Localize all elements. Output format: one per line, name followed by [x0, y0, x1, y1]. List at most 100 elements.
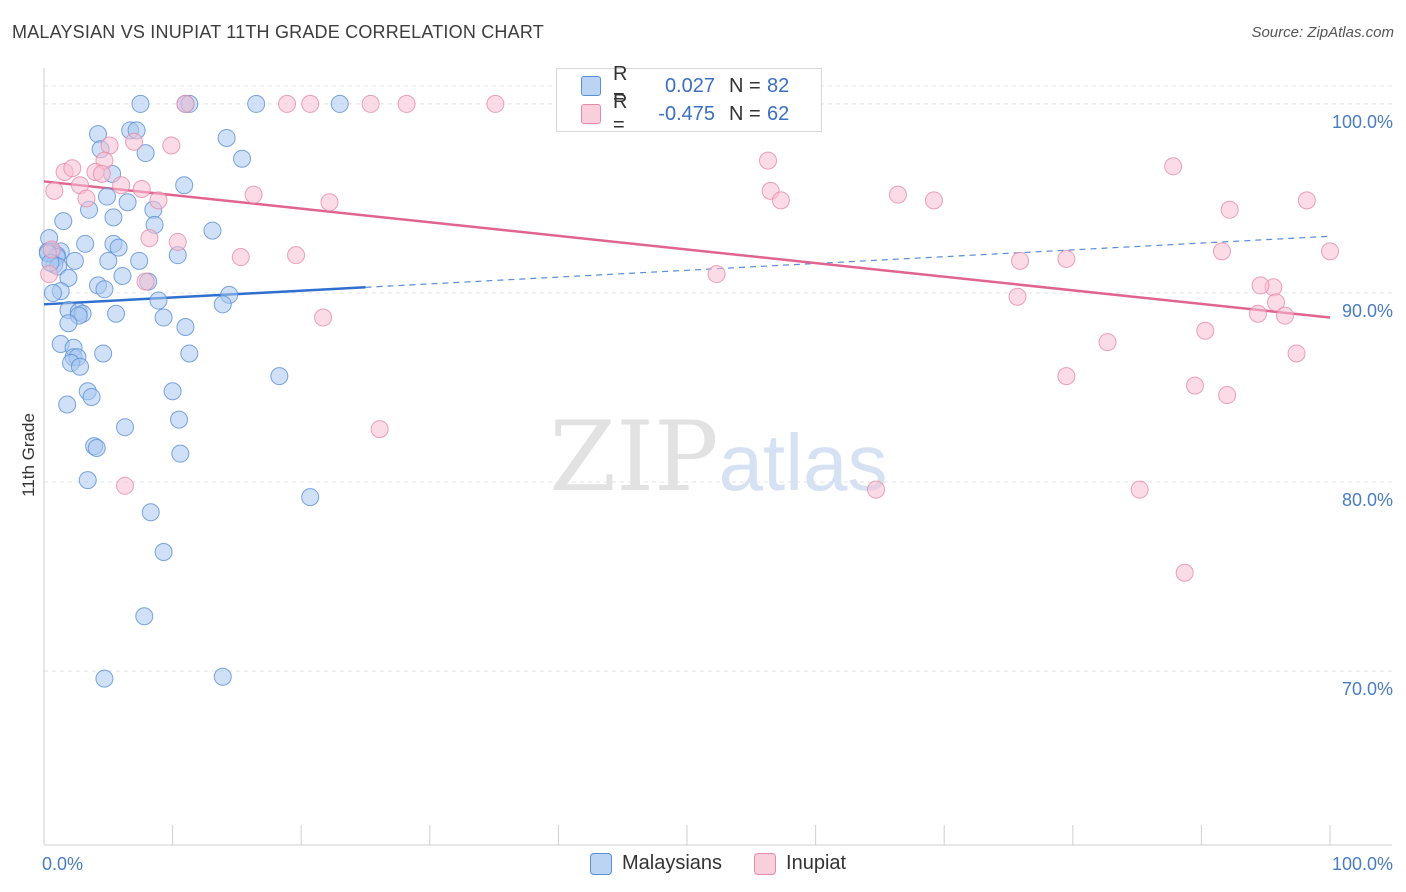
malaysian-point	[95, 669, 114, 688]
r-value: 0.027	[664, 74, 715, 97]
legend-row-malaysians: R = 0.027 N = 82	[581, 63, 789, 108]
inupiat-point	[1175, 563, 1194, 582]
malaysian-point	[180, 344, 199, 363]
malaysian-point	[149, 291, 168, 310]
inupiat-point	[162, 136, 181, 155]
r-value: -0.475	[658, 102, 715, 125]
y-axis-label: 11th Grade	[19, 413, 38, 497]
y-tick-label: 80.0%	[1342, 490, 1393, 510]
inupiat-legend-swatch	[754, 852, 777, 875]
malaysian-point	[58, 395, 77, 414]
malaysian-point	[78, 471, 97, 490]
n-value: 62	[767, 102, 790, 125]
malaysian-point	[171, 444, 190, 463]
inupiat-point	[132, 179, 151, 198]
malaysian-point	[59, 314, 78, 333]
inupiat-point	[116, 476, 135, 495]
malaysian-point	[135, 607, 154, 626]
inupiat-point	[231, 248, 250, 267]
inupiat-swatch	[581, 104, 601, 124]
inupiat-point	[361, 94, 380, 113]
legend-label-inupiat: Inupiat	[786, 852, 847, 874]
inupiat-point	[1185, 376, 1204, 395]
legend-item-malaysians: Malaysians	[590, 852, 722, 875]
malaysian-point	[136, 144, 155, 163]
watermark: ZIP atlas	[549, 401, 887, 513]
inupiat-point	[314, 308, 333, 327]
inupiat-point	[924, 191, 943, 210]
malaysian-point	[87, 438, 106, 457]
malaysian-point	[176, 318, 195, 336]
legend-row-inupiat: R = -0.475 N = 62	[581, 91, 790, 136]
inupiat-point	[1266, 293, 1285, 312]
inupiat-point	[1220, 200, 1239, 219]
malaysian-point	[116, 418, 135, 437]
inupiat-point	[176, 94, 195, 113]
malaysian-point	[82, 387, 101, 406]
y-tick-label: 90.0%	[1342, 301, 1393, 321]
malaysian-point	[118, 193, 137, 212]
malaysian-point	[217, 128, 236, 147]
malaysian-point	[76, 234, 95, 253]
malaysian-point	[130, 251, 149, 270]
malaysian-point	[301, 488, 320, 507]
inupiat-point	[397, 94, 416, 113]
malaysian-point	[163, 382, 182, 401]
malaysian-point	[98, 187, 117, 206]
malaysian-point	[213, 295, 232, 314]
malaysian-point	[113, 266, 132, 285]
inupiat-point	[301, 94, 320, 113]
inupiat-point	[1321, 242, 1339, 261]
malaysian-point	[270, 367, 289, 386]
axes	[43, 68, 1392, 846]
inupiat-point	[370, 420, 389, 439]
malaysian-point	[65, 251, 84, 270]
malaysian-point	[54, 212, 73, 231]
malaysian-point	[95, 280, 114, 299]
inupiat-point	[45, 181, 64, 200]
malaysian-point	[71, 357, 90, 376]
malaysian-point	[141, 503, 160, 522]
inupiat-point	[1212, 242, 1231, 261]
inupiat-point	[100, 136, 119, 155]
legend-item-inupiat: Inupiat	[754, 852, 846, 875]
malaysian-point	[154, 308, 173, 327]
malaysian-point	[233, 149, 252, 168]
n-label: N =	[729, 74, 761, 97]
malaysian-point	[247, 94, 266, 113]
n-label: N =	[729, 102, 761, 125]
r-label: R =	[613, 91, 628, 136]
inupiat-point	[1196, 321, 1215, 340]
inupiat-point	[867, 480, 886, 499]
y-tick-label: 100.0%	[1332, 112, 1393, 132]
malaysian-legend-swatch	[590, 852, 612, 875]
inupiat-point	[1275, 306, 1294, 325]
inupiat-point	[486, 94, 505, 113]
inupiat-point	[278, 94, 297, 113]
malaysian-point	[94, 344, 113, 363]
malaysian-point	[109, 238, 128, 257]
inupiat-point	[40, 265, 59, 284]
malaysian-point	[154, 542, 173, 561]
malaysian-point	[59, 268, 78, 287]
inupiat-point	[168, 232, 187, 251]
legend-label-malaysians: Malaysians	[622, 852, 723, 874]
inupiat-point	[1248, 304, 1267, 323]
inupiat-point	[888, 185, 907, 204]
inupiat-point	[320, 193, 339, 212]
inupiat-point	[112, 176, 131, 195]
y-tick-label: 70.0%	[1342, 679, 1393, 699]
x-tick-label: 0.0%	[42, 854, 83, 874]
malaysian-point	[107, 304, 126, 323]
malaysian-trend-dashed	[365, 235, 1331, 288]
malaysian-point	[104, 208, 123, 227]
inupiat-point	[1057, 367, 1076, 386]
inupiat-point	[149, 191, 168, 210]
inupiat-point	[287, 246, 306, 265]
data-points	[38, 94, 1339, 688]
inupiat-point	[136, 272, 155, 291]
malaysian-point	[99, 251, 118, 270]
series-legend: Malaysians Inupiat	[590, 852, 878, 875]
inupiat-point	[125, 132, 144, 151]
inupiat-trend-solid	[43, 180, 1331, 319]
